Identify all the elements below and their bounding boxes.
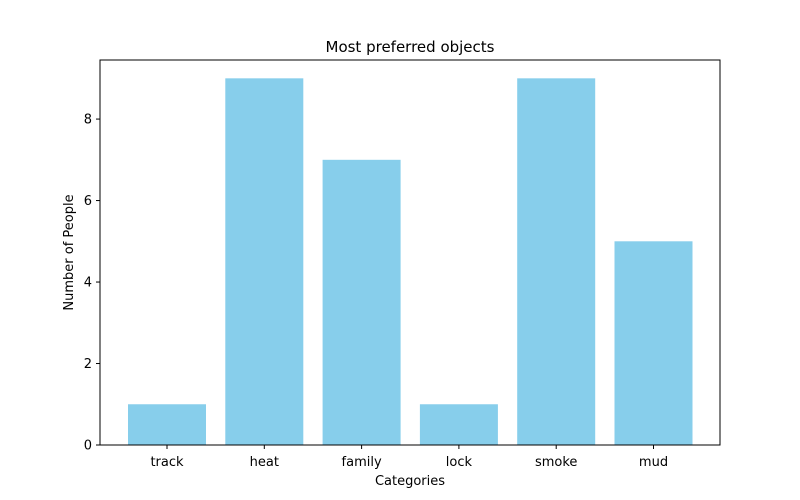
plot-area-frame [99, 59, 721, 446]
y-tick-label: 4 [84, 276, 92, 291]
bar-family [322, 159, 401, 445]
x-tick-label: track [150, 455, 184, 470]
bar-mud [614, 241, 693, 445]
y-tick-label: 6 [84, 194, 92, 209]
bar-heat [225, 78, 304, 445]
x-axis-ticks: track heat family lock smoke mud [150, 445, 668, 470]
x-tick-label: heat [250, 455, 279, 470]
bar-smoke [517, 78, 596, 445]
y-tick-label: 0 [84, 439, 92, 454]
bar-lock [419, 404, 498, 445]
y-axis-label: Number of People [62, 194, 77, 310]
x-tick-label: smoke [535, 455, 577, 470]
x-tick-label: lock [446, 455, 473, 470]
y-tick-label: 2 [84, 357, 92, 372]
y-axis-ticks: 0 2 4 6 8 [84, 113, 100, 454]
bar-track [128, 404, 206, 445]
x-tick-label: family [342, 455, 382, 470]
bars-layer [128, 78, 693, 445]
x-axis-label: Categories [375, 474, 445, 489]
chart-title: Most preferred objects [326, 38, 495, 56]
y-tick-label: 8 [84, 113, 92, 128]
x-tick-label: mud [639, 455, 668, 470]
